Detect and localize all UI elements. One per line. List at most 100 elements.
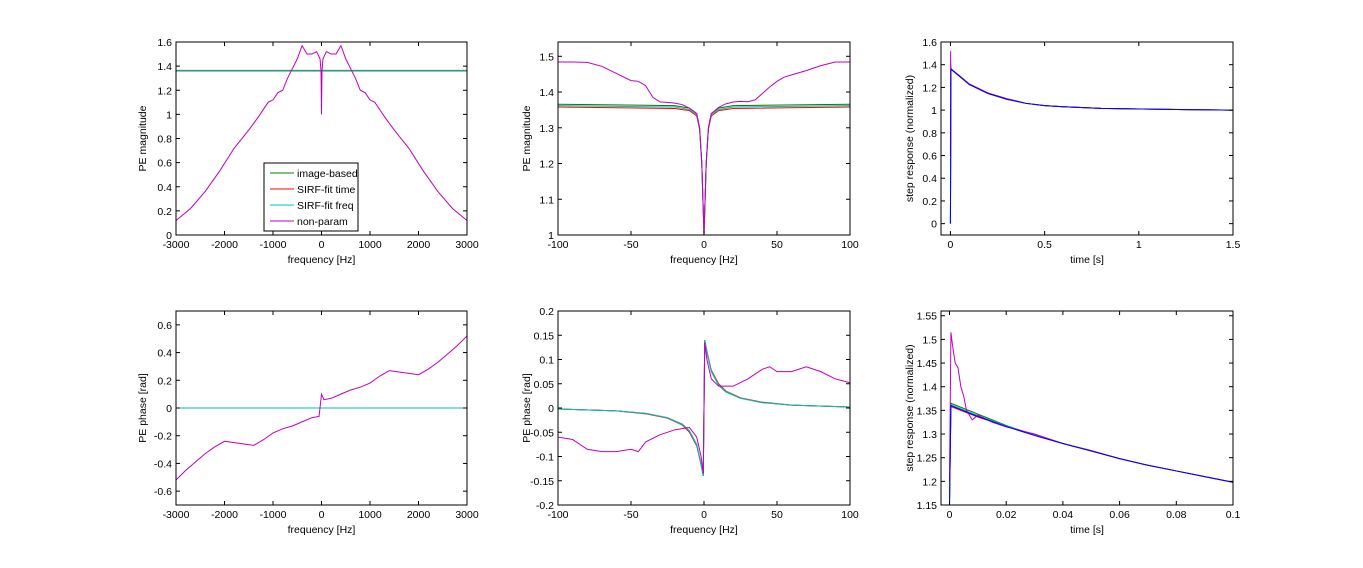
y-tick-label: 1.2 [157, 85, 172, 97]
x-tick-label: 1000 [358, 509, 382, 521]
chart-phase-wide: -3000 -2000 -1000 0 1000 2000 3000 -0.6 -0.4 -0.2… [137, 310, 479, 536]
legend-box [263, 162, 359, 232]
x-tick-label: 0 [701, 239, 707, 251]
y-tick-label: 1.5 [922, 334, 937, 346]
axes-frame [940, 41, 1234, 236]
chart-mag-wide: -3000 -2000 -1000 0 1000 2000 3000 0 0.2 0.4 0.6 0.… [137, 37, 479, 266]
x-tick-label: -1000 [260, 239, 287, 251]
y-tick-label: 0 [548, 403, 554, 415]
y-tick-label: 1.25 [917, 453, 938, 465]
y-tick-label: -0.2 [536, 500, 554, 512]
x-tick-label: 2000 [407, 239, 431, 251]
x-tick-label: 50 [771, 239, 783, 251]
y-tick-label: 1.5 [539, 51, 554, 63]
y-tick-label: 0.6 [157, 158, 172, 170]
y-tick-label: -0.15 [530, 476, 554, 488]
x-tick-label: -50 [623, 239, 638, 251]
x-tick-label: 0.06 [1109, 509, 1130, 521]
x-tick-label: 100 [841, 509, 859, 521]
y-axis-label: PE magnitude [137, 105, 149, 171]
x-tick-label: -1000 [260, 509, 287, 521]
y-tick-label: 1 [931, 105, 937, 117]
y-tick-label: 0.4 [157, 348, 172, 360]
plot-area [558, 42, 850, 235]
x-axis-label: frequency [Hz] [670, 254, 738, 266]
x-tick-label: -50 [623, 509, 638, 521]
y-tick-label: 0.8 [157, 134, 172, 146]
y-tick-label: 0.2 [157, 375, 172, 387]
y-tick-label: 1.2 [922, 82, 937, 94]
y-tick-label: 1 [548, 230, 554, 242]
y-tick-label: 1.35 [917, 405, 938, 417]
y-tick-label: 0.15 [534, 330, 555, 342]
y-tick-label: 1 [166, 109, 172, 121]
y-tick-label: 1.4 [539, 87, 554, 99]
y-tick-label: 1.45 [917, 358, 938, 370]
chart-mag-zoom: -100 -50 0 50 100 1 1.1 1.2 1.3 1.4 1.5 frequency [… [521, 41, 859, 266]
legend-entry: SIRF-fit time [297, 184, 355, 196]
series-line-4 [949, 404, 1233, 505]
x-tick-label: 100 [841, 239, 859, 251]
y-tick-label: 0 [166, 403, 172, 415]
x-tick-label: 0 [319, 509, 325, 521]
x-tick-label: 0 [319, 239, 325, 251]
series-line-4 [949, 68, 1233, 224]
axes-frame [940, 310, 1234, 506]
series-line-1 [558, 106, 850, 235]
chart-phase-zoom: -100 -50 0 50 100 -0.2 -0.15 -0.1 -0.05 0 0.05 0.1 0… [521, 306, 859, 536]
x-tick-label: 0.08 [1166, 509, 1187, 521]
legend-entry: image-based [297, 168, 358, 180]
x-axis-label: time [s] [1070, 254, 1104, 266]
x-tick-label: 0.02 [996, 509, 1017, 521]
x-tick-label: -100 [547, 239, 568, 251]
y-tick-label: 0 [166, 230, 172, 242]
x-tick-label: -3000 [163, 509, 190, 521]
x-axis-label: frequency [Hz] [288, 524, 356, 536]
x-tick-label: -3000 [163, 239, 190, 251]
y-tick-label: 0 [931, 219, 937, 231]
y-axis-label: PE magnitude [521, 105, 533, 171]
x-tick-label: 0 [947, 509, 953, 521]
y-tick-label: 1.6 [922, 37, 937, 49]
x-tick-label: 0 [947, 239, 953, 251]
x-tick-label: -2000 [211, 239, 238, 251]
y-tick-label: 0.1 [539, 355, 554, 367]
x-tick-label: 50 [771, 509, 783, 521]
y-tick-label: 1.2 [539, 159, 554, 171]
y-axis-label: step response (normalized) [904, 344, 916, 471]
x-tick-label: 0.04 [1053, 509, 1074, 521]
y-tick-label: -0.6 [154, 486, 172, 498]
y-tick-label: 1.4 [922, 60, 937, 72]
x-tick-label: -2000 [211, 509, 238, 521]
y-tick-label: 1.15 [917, 500, 938, 512]
series-line-3 [558, 342, 850, 474]
plot-area [941, 311, 1233, 505]
y-tick-label: 1.3 [922, 429, 937, 441]
legend: image-based SIRF-fit time SIRF-fit freq non… [263, 162, 359, 232]
y-tick-label: 0.6 [922, 151, 937, 163]
x-tick-label: 2000 [407, 509, 431, 521]
chart-step-short: 0 0.02 0.04 0.06 0.08 0.1 1.15 1.2 1.25 1.3 1.35 1.… [904, 310, 1240, 536]
y-tick-label: -0.4 [154, 458, 172, 470]
series-line-2 [558, 105, 850, 235]
x-tick-label: 1 [1136, 239, 1142, 251]
y-tick-label: -0.2 [154, 431, 172, 443]
y-tick-label: 1.55 [917, 311, 938, 323]
legend-entry: SIRF-fit freq [297, 200, 354, 212]
y-tick-label: 0.6 [157, 320, 172, 332]
x-tick-label: 1.5 [1226, 239, 1241, 251]
series-line-3 [558, 61, 850, 235]
y-tick-label: 0.2 [539, 306, 554, 318]
y-tick-label: -0.1 [536, 452, 554, 464]
legend-entry: non-param [297, 216, 348, 228]
y-tick-label: 1.6 [157, 37, 172, 49]
x-tick-label: 1000 [358, 239, 382, 251]
y-tick-label: 0.2 [922, 196, 937, 208]
series-line-3 [176, 335, 467, 481]
x-tick-label: -100 [547, 509, 568, 521]
y-axis-label: PE phase [rad] [137, 373, 149, 443]
x-tick-label: 3000 [455, 509, 479, 521]
y-tick-label: 1.1 [539, 194, 554, 206]
y-tick-label: 1.4 [157, 61, 172, 73]
